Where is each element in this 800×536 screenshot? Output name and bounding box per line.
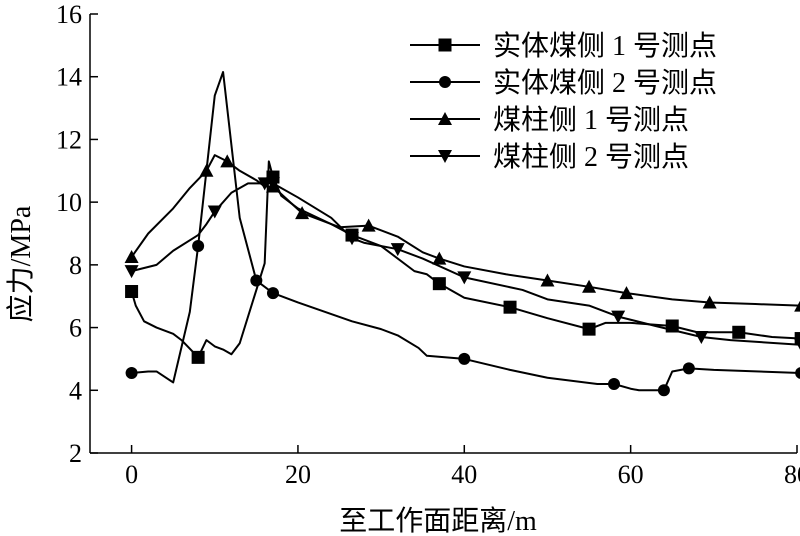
y-axis-label: 应力/MPa xyxy=(5,205,37,322)
y-tick-label: 12 xyxy=(56,125,82,154)
y-tick-label: 14 xyxy=(56,63,82,92)
data-point xyxy=(192,240,205,253)
y-tick-label: 16 xyxy=(56,0,82,29)
series-3 xyxy=(124,154,800,312)
data-point xyxy=(619,286,634,300)
x-tick-label: 20 xyxy=(285,460,311,489)
data-point xyxy=(611,310,626,324)
data-point xyxy=(795,367,800,379)
data-point xyxy=(124,265,139,279)
data-point xyxy=(682,362,695,375)
series-line xyxy=(131,182,800,346)
data-point xyxy=(250,274,263,287)
series-line xyxy=(130,154,800,307)
legend-marker xyxy=(438,38,452,52)
legend-item: 实体煤侧 2 号测点 xyxy=(410,67,717,99)
data-point xyxy=(458,352,471,365)
x-tick-label: 0 xyxy=(125,460,138,489)
data-point xyxy=(220,154,235,168)
data-point xyxy=(582,322,596,336)
series-layer xyxy=(124,71,800,397)
legend-item: 煤柱侧 1 号测点 xyxy=(410,104,689,136)
data-point xyxy=(125,367,138,380)
data-point xyxy=(345,232,360,246)
data-point xyxy=(582,279,597,293)
legend-marker xyxy=(438,112,452,125)
data-point xyxy=(199,163,214,177)
data-point xyxy=(432,251,447,265)
data-point xyxy=(540,273,555,287)
x-tick-label: 80 xyxy=(784,460,800,489)
y-tick-label: 4 xyxy=(69,376,82,405)
data-point xyxy=(732,325,746,339)
data-point xyxy=(702,295,717,309)
legend-label: 煤柱侧 1 号测点 xyxy=(493,104,689,136)
legend-item: 煤柱侧 2 号测点 xyxy=(410,141,689,173)
axes: 2 4 6 8 10 12 14 16 0 20 40 60 80 xyxy=(56,0,800,489)
y-tick-label: 6 xyxy=(69,314,82,343)
y-tick-label: 8 xyxy=(69,251,82,280)
x-tick-label: 40 xyxy=(451,460,477,489)
legend-label: 煤柱侧 2 号测点 xyxy=(493,141,689,173)
legend-item: 实体煤侧 1 号测点 xyxy=(410,30,717,62)
series-line xyxy=(131,71,800,392)
series-4 xyxy=(124,177,800,350)
series-2 xyxy=(125,71,800,397)
data-point xyxy=(266,287,279,300)
data-point xyxy=(794,338,800,350)
data-point xyxy=(390,243,405,257)
x-tick-label: 60 xyxy=(618,460,644,489)
data-point xyxy=(124,250,139,264)
data-point xyxy=(457,271,472,285)
data-point xyxy=(694,330,709,344)
series-line xyxy=(130,160,800,359)
data-point xyxy=(191,350,205,364)
legend-marker xyxy=(439,76,451,88)
data-point xyxy=(361,218,376,232)
legend-marker xyxy=(438,150,452,163)
data-point xyxy=(125,285,139,299)
data-point xyxy=(657,384,670,397)
x-axis-label: 至工作面距离/m xyxy=(339,505,537,536)
data-point xyxy=(432,277,446,291)
data-point xyxy=(295,206,310,220)
y-tick-label: 10 xyxy=(56,188,82,217)
legend-label: 实体煤侧 1 号测点 xyxy=(493,30,717,62)
data-point xyxy=(794,332,800,346)
data-point xyxy=(503,300,517,314)
data-point xyxy=(265,177,280,191)
data-point xyxy=(207,205,222,219)
data-point xyxy=(794,300,800,312)
data-point xyxy=(608,378,621,391)
legend-label: 实体煤侧 2 号测点 xyxy=(493,67,717,99)
y-tick-label: 2 xyxy=(69,439,82,468)
